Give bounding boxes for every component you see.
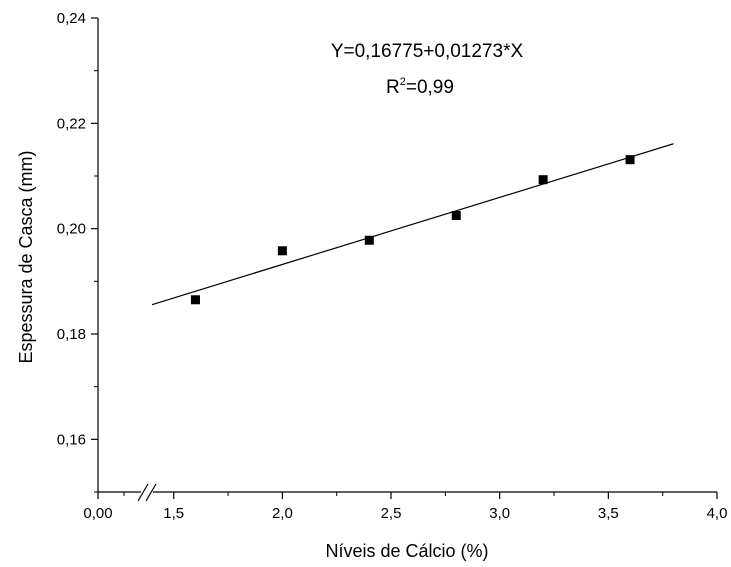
data-point	[277, 246, 287, 256]
x-tick-label: 2,0	[272, 505, 293, 522]
r-squared-superscript: 2	[400, 76, 406, 88]
break-slash	[145, 483, 157, 502]
r-squared-prefix: R	[386, 77, 400, 98]
y-tick-label: 0,16	[57, 431, 86, 448]
axes	[97, 18, 717, 502]
y-tick-label: 0,20	[57, 221, 86, 238]
x-tick-label: 1,5	[163, 505, 184, 522]
y-ticks: 0,16 0,18 0,20 0,22 0,24	[57, 10, 98, 493]
x-ticks: 0,00 1,5 2,0 2,5 3,0 3,5 4,0	[83, 492, 727, 522]
regression-line-group	[151, 143, 674, 306]
r-squared-value: =0,99	[406, 77, 454, 98]
x-axis-title: Níveis de Cálcio (%)	[325, 541, 488, 561]
data-point	[538, 175, 548, 185]
data-point	[190, 295, 200, 305]
data-point	[625, 155, 635, 165]
x-tick-label: 3,5	[598, 505, 619, 522]
regression-line	[151, 143, 674, 306]
y-tick-label: 0,18	[57, 326, 86, 343]
data-point	[364, 235, 374, 245]
data-points	[190, 155, 635, 305]
y-axis-title: Espessura de Casca (mm)	[16, 150, 36, 363]
regression-equation: Y=0,16775+0,01273*X	[331, 41, 524, 62]
break-slash	[137, 483, 149, 502]
x-tick-label: 0,00	[83, 505, 112, 522]
x-tick-label: 2,5	[381, 505, 402, 522]
x-axis-break-marks	[137, 483, 157, 502]
y-tick-label: 0,24	[57, 10, 86, 27]
x-tick-label: 4,0	[707, 505, 728, 522]
x-tick-label: 3,0	[489, 505, 510, 522]
y-tick-label: 0,22	[57, 115, 86, 132]
data-point	[451, 211, 461, 220]
r-squared: R2=0,99	[386, 76, 454, 98]
